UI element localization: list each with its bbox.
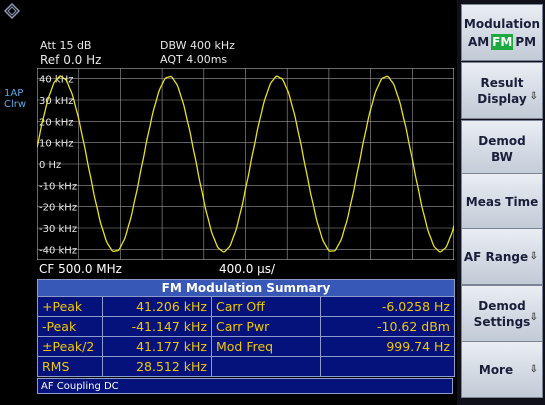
modulation-selector: AM FM PM: [467, 33, 537, 50]
submenu-arrow-icon: ⇩: [529, 250, 538, 262]
row-label: Carr Pwr: [211, 316, 321, 337]
af-range-label: AF Range: [463, 249, 529, 264]
row-value: 28.512 kHz: [102, 356, 212, 377]
table-row: ±Peak/2 41.177 kHz Mod Freq 999.74 Hz: [37, 336, 455, 357]
row-label: +Peak: [37, 296, 103, 317]
attenuation-label: Att 15 dB: [40, 39, 92, 52]
submenu-arrow-icon: ⇩: [529, 363, 538, 375]
more-label: More: [478, 362, 514, 377]
row-value: 999.74 Hz: [320, 336, 455, 357]
acquisition-time-label: AQT 4.00ms: [160, 53, 228, 66]
demod-bw-label-1: Demod: [478, 133, 526, 148]
center-frequency-bar: CF 500.0 MHz 400.0 µs/: [37, 262, 455, 276]
trace-mode-label: 1AP Clrw: [4, 88, 26, 110]
af-coupling-status: AF Coupling DC: [37, 378, 453, 394]
row-value: -10.62 dBm: [320, 316, 455, 337]
meas-time-label: Meas Time: [465, 194, 539, 209]
reference-level-label: Ref 0.0 Hz: [40, 53, 102, 67]
y-tick-label: 0 Hz: [39, 160, 61, 171]
modulation-softkey[interactable]: Modulation AM FM PM: [461, 4, 543, 61]
fm-modulation-summary-table: FM Modulation Summary +Peak 41.206 kHz C…: [37, 279, 455, 377]
table-row: RMS 28.512 kHz: [37, 356, 455, 377]
row-label: [211, 356, 321, 377]
result-display-label-1: Result: [480, 75, 524, 90]
table-row: -Peak -41.147 kHz Carr Pwr -10.62 dBm: [37, 316, 455, 337]
row-label: Carr Off: [211, 296, 321, 317]
modulation-softkey-label: Modulation: [463, 16, 541, 31]
trace-clear-write: Clrw: [4, 99, 27, 110]
demod-settings-label-2: Settings: [473, 314, 531, 329]
softkey-panel: Modulation AM FM PM Result Display ⇩ Dem…: [457, 0, 545, 405]
brand-logo-icon: [4, 3, 20, 19]
trace-detector: 1AP: [4, 88, 24, 99]
row-label: Mod Freq: [211, 336, 321, 357]
row-value: 41.206 kHz: [102, 296, 212, 317]
result-display-label-2: Display: [477, 91, 527, 106]
more-softkey[interactable]: More ⇩: [461, 341, 543, 398]
row-value: -41.147 kHz: [102, 316, 212, 337]
result-display-softkey[interactable]: Result Display ⇩: [461, 62, 543, 119]
y-tick-label: -40 kHz: [39, 245, 77, 256]
y-tick-label: -20 kHz: [39, 203, 77, 214]
demod-settings-label-1: Demod: [478, 298, 526, 313]
analyzer-screen: Att 15 dB Ref 0.0 Hz DBW 400 kHz AQT 4.0…: [4, 3, 455, 394]
y-tick-label: 10 kHz: [39, 139, 73, 150]
meas-time-softkey[interactable]: Meas Time: [461, 173, 543, 230]
y-tick-label: -10 kHz: [39, 181, 77, 192]
row-value: 41.177 kHz: [102, 336, 212, 357]
demod-settings-softkey[interactable]: Demod Settings ⇩: [461, 285, 543, 342]
row-label: RMS: [37, 356, 103, 377]
row-label: ±Peak/2: [37, 336, 103, 357]
y-tick-label: 20 kHz: [39, 117, 73, 128]
demod-bw-softkey[interactable]: Demod BW: [461, 120, 543, 177]
y-tick-label: 30 kHz: [39, 96, 73, 107]
table-row: +Peak 41.206 kHz Carr Off -6.0258 Hz: [37, 296, 455, 317]
demod-bandwidth-label: DBW 400 kHz: [160, 39, 235, 52]
pm-option[interactable]: PM: [515, 34, 537, 49]
demod-trace-line: [37, 75, 454, 253]
row-label: -Peak: [37, 316, 103, 337]
center-frequency-label: CF 500.0 MHz: [39, 262, 122, 276]
row-value: -6.0258 Hz: [320, 296, 455, 317]
demod-bw-label-2: BW: [491, 149, 513, 164]
y-tick-label: -30 kHz: [39, 224, 77, 235]
af-range-softkey[interactable]: AF Range ⇩: [461, 228, 543, 285]
summary-title: FM Modulation Summary: [37, 279, 455, 297]
fm-option[interactable]: FM: [491, 33, 514, 50]
submenu-arrow-icon: ⇩: [529, 91, 538, 102]
time-per-division-label: 400.0 µs/: [219, 262, 276, 276]
submenu-arrow-icon: ⇩: [529, 312, 538, 323]
plot-grid: [37, 68, 454, 260]
row-value: [320, 356, 455, 377]
am-option[interactable]: AM: [467, 34, 490, 49]
